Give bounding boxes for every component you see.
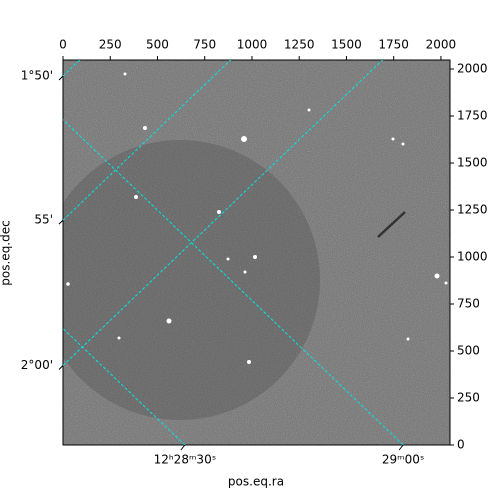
dec-tick-label: 2°00' [21, 358, 53, 372]
ra-tick-label: 12ʰ28ᵐ30ˢ [154, 453, 217, 467]
dec-tick [58, 219, 64, 225]
y-tick-label: 750 [457, 297, 480, 311]
axes-frame [62, 59, 451, 446]
x-tick-label: 250 [99, 38, 122, 52]
y-tick-label: 0 [457, 438, 465, 452]
y-axis-label: pos.eq.dec [0, 220, 13, 285]
x-tick-label: 2000 [426, 38, 457, 52]
ra-tick [398, 444, 404, 451]
y-tick-label: 1000 [457, 250, 488, 264]
x-tick-label: 1000 [237, 38, 268, 52]
dec-tick-label: 55' [34, 213, 53, 227]
x-tick-label: 1250 [284, 38, 315, 52]
ra-tick [180, 444, 186, 451]
x-tick-label: 0 [59, 38, 67, 52]
image [63, 60, 450, 445]
y-tick-label: 1750 [457, 109, 488, 123]
y-tick-label: 1500 [457, 156, 488, 170]
dec-grid-line [63, 60, 384, 366]
grid [63, 60, 404, 445]
y-tick-label: 500 [457, 344, 480, 358]
x-tick-label: 500 [146, 38, 169, 52]
x-axis-label: pos.eq.ra [228, 475, 284, 489]
ra-grid-line [63, 327, 186, 445]
y-tick-label: 1250 [457, 203, 488, 217]
ra-tick-label: 29ᵐ00ˢ [382, 453, 425, 467]
dec-tick [58, 365, 64, 370]
stars [66, 72, 448, 364]
x-tick-label: 1500 [331, 38, 362, 52]
dec-grid-line [63, 60, 232, 221]
x-tick-label: 750 [193, 38, 216, 52]
y-tick-label: 250 [457, 391, 480, 405]
ra-grid-line [63, 119, 404, 445]
dec-tick-label: 1°50' [21, 68, 53, 82]
x-tick-label: 1750 [378, 38, 409, 52]
dec-tick [58, 75, 64, 81]
y-tick-label: 2000 [457, 62, 488, 76]
